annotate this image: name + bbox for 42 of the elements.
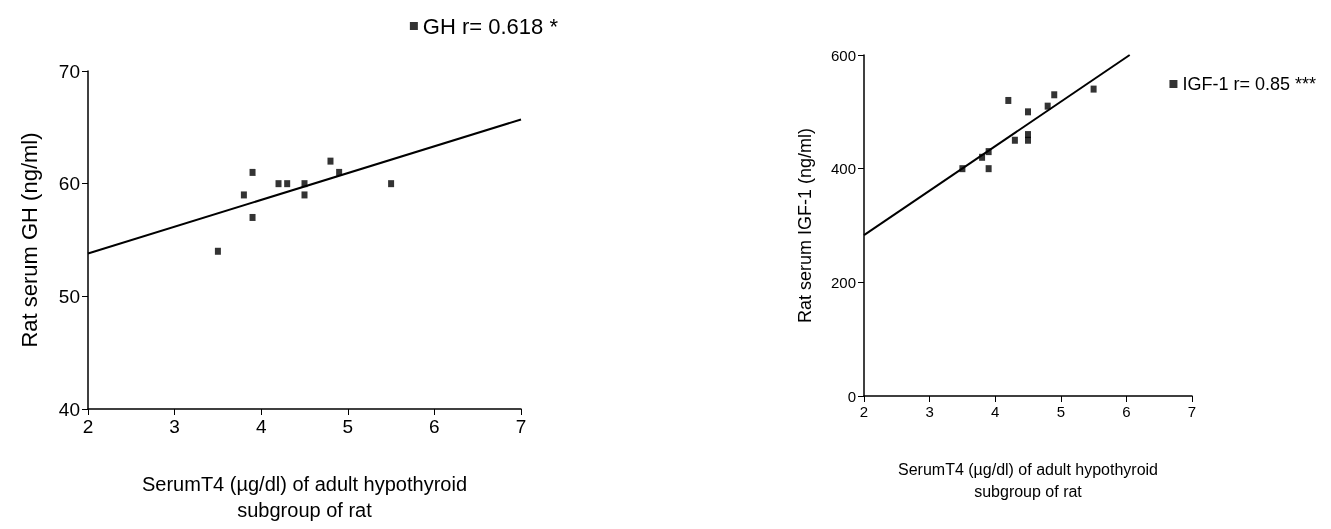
y-tick-label: 60 (58, 173, 80, 195)
y-tick-label: 400 (830, 160, 856, 178)
y-axis-title: Rat serum GH (ng/ml) (16, 132, 42, 348)
y-tick-label: 600 (830, 46, 856, 64)
x-tick-label: 3 (925, 403, 934, 420)
point (985, 165, 992, 173)
point (240, 191, 247, 199)
x-tick-label: 7 (1187, 403, 1197, 420)
x-tick-label: 6 (1122, 403, 1131, 420)
x-axis-title: SerumT4 (µg/dl) of adult hypothyroid subgroup of rat (897, 460, 1159, 500)
x-tick-label: 2 (82, 416, 94, 437)
legend-label: IGF-1 r= 0.85 *** (1182, 74, 1316, 94)
x-tick-label: 4 (255, 416, 267, 437)
point (327, 157, 334, 165)
point (1025, 136, 1031, 144)
point (249, 168, 256, 176)
x-tick-label: 5 (1056, 403, 1065, 420)
point (1005, 96, 1012, 104)
point (301, 191, 308, 199)
y-tick-label: 200 (830, 273, 856, 291)
x-tick-label: 7 (515, 416, 527, 437)
y-axis-title: Rat serum IGF-1 (ng/ml) (795, 127, 815, 324)
y-tick-label: 40 (58, 398, 80, 420)
x-tick-label: 2 (859, 403, 869, 420)
x-tick-label: 6 (429, 416, 440, 437)
x-tick-label: 3 (169, 416, 180, 437)
legend-label: GH r= 0.618 * (422, 13, 559, 39)
x-axis-title: SerumT4 (µg/dl) of adult hypothyroid subgroup of rat (141, 473, 468, 521)
y-tick-label: 50 (58, 285, 80, 307)
point (1090, 85, 1097, 93)
point (214, 247, 221, 255)
y-tick-label: 70 (58, 60, 80, 82)
x-tick-label: 5 (342, 416, 354, 437)
point (388, 180, 395, 188)
point (275, 180, 282, 188)
point (1011, 136, 1018, 144)
point (1051, 91, 1058, 99)
x-tick-label: 4 (991, 403, 1000, 420)
point (1025, 108, 1031, 116)
y-tick-label: 0 (847, 387, 856, 405)
point (249, 213, 256, 221)
point (284, 180, 291, 188)
